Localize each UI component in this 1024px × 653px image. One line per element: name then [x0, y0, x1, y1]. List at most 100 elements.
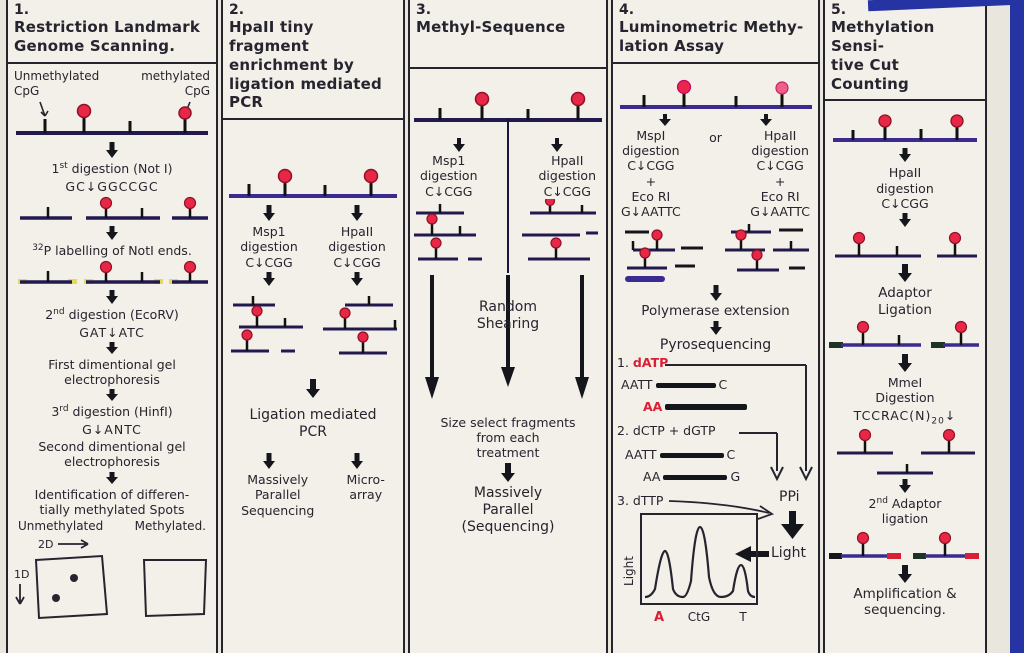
methylated-cpg-label: methylated CpG [141, 68, 210, 98]
methylated-cpg-icon [339, 307, 351, 329]
methylated-cpg-icon [856, 531, 870, 556]
extension-row: AA G [643, 468, 741, 484]
methylated-cpg-icon [76, 103, 92, 134]
column-title: Methyl-Sequence [416, 18, 566, 37]
pyrogram-chart: Light A CtG T [622, 512, 758, 625]
methylated-cpg-icon [474, 91, 490, 121]
down-arrow-icon [15, 583, 25, 605]
fragment-clusters [414, 198, 598, 261]
adaptor-ligated-fragments [829, 320, 979, 349]
column-title: HpaII tiny fragment enrichment by ligati… [229, 18, 382, 112]
down-arrow-icon [351, 271, 363, 286]
column-number: 2. [229, 2, 245, 18]
methylated-cpg-icon [938, 531, 952, 556]
methylated-cpg-icon [277, 168, 293, 197]
methylated-cpg-icon [99, 196, 113, 218]
column-number: 4. [619, 2, 635, 18]
axis-1d-label: 1D [14, 568, 29, 581]
axis-2d-label: 2D [38, 538, 53, 551]
column-title: Methylation Sensi- tive Cut Counting [831, 18, 935, 93]
column-5-body: HpaII digestion C↓CGG Adaptor Ligation [825, 101, 985, 653]
methylated-cpg-icon [426, 213, 438, 235]
down-arrow-icon [898, 264, 912, 283]
methylated-gel-box [142, 558, 208, 617]
down-arrow-icon [709, 285, 722, 302]
adaptor-end [931, 342, 945, 349]
methylated-cpg-icon [363, 168, 379, 197]
down-arrow-icon [106, 142, 118, 159]
sequencing-outcome: Massively Parallel Sequencing [241, 472, 315, 518]
methylated-cpg-icon [183, 261, 197, 283]
methylated-cpg-icon [178, 106, 192, 134]
connector-lines [665, 363, 813, 562]
methylated-cpg-icon [544, 198, 556, 213]
column-title: Restriction Landmark Genome Scanning. [14, 18, 200, 56]
recognition-site: GAT↓ATC [79, 324, 145, 340]
size-select-step: Size select fragments from each treatmen… [440, 414, 576, 461]
extension-row: AA [643, 399, 750, 414]
labelling-step: 32P labelling of NotI ends. [32, 242, 192, 258]
adaptor-ligation-step: Adaptor Ligation [878, 285, 932, 318]
mspi-ecori-branch-label: MspI digestion C↓CGG + Eco RI G↓AATTC [621, 127, 681, 220]
down-arrow-icon [899, 213, 911, 228]
chart-xlabel-t: T [738, 610, 747, 624]
column-number: 1. [14, 2, 30, 18]
methylated-cpg-icon [99, 261, 113, 283]
hpaii-digestion-step: HpaII digestion C↓CGG [876, 165, 934, 211]
right-arrow-icon [757, 505, 774, 520]
amplification-step: Amplification & sequencing. [853, 585, 957, 619]
down-arrow-icon [106, 389, 118, 402]
dna-strand-bar [665, 404, 748, 411]
column-title: Luminometric Methy- lation Assay [619, 18, 804, 56]
genomic-dna-map [619, 79, 812, 109]
unmethylated-gel-box [34, 554, 109, 619]
column-2-htf-pcr: 2. HpaII tiny fragment enrichment by lig… [221, 0, 405, 653]
digestion-step-1: 1st digestion (Not I) [51, 161, 173, 177]
msp1-branch-label: Msp1 digestion C↓CGG [240, 224, 298, 270]
red-adaptor-end [965, 552, 979, 559]
polymerase-extension-step: Polymerase extension [641, 303, 790, 320]
or-label: or [709, 129, 722, 145]
column-number: 3. [416, 2, 432, 18]
dctp-dgtp-step: 2. dCTP + dGTP [617, 422, 716, 438]
down-arrow-icon [106, 225, 118, 240]
long-down-arrow-icon [425, 274, 439, 399]
pointer-arrow-icon [39, 101, 49, 117]
down-arrow-icon [898, 564, 912, 583]
methylated-cpg-icon [570, 91, 586, 121]
mmei-fragments [837, 429, 975, 455]
methylated-cpg-icon [858, 429, 872, 454]
mmei-site: TCCRAC(N)20↓ [853, 407, 957, 427]
column-4-body: MspI digestion C↓CGG + Eco RI G↓AATTC or… [613, 64, 818, 653]
down-arrow-icon [659, 113, 672, 126]
left-arrow-icon [735, 545, 751, 562]
adaptor-end [829, 552, 842, 559]
methylated-cpg-icon [638, 247, 651, 269]
down-arrow-icon [899, 148, 911, 163]
gel-band-mark [624, 276, 665, 283]
methylated-cpg-icon [878, 114, 892, 141]
down-arrow-icon [899, 479, 911, 494]
mmei-digestion-step: MmeI Digestion [875, 375, 935, 406]
notebook-edge-band [1010, 0, 1024, 653]
down-arrow-icon [799, 466, 813, 482]
dna-strand-bar [663, 474, 728, 480]
genomic-dna-map [16, 101, 208, 136]
methylated-cpg-icon [251, 305, 263, 327]
chart-ylabel: Light [622, 556, 636, 586]
recognition-site: GC↓GGCCGC [65, 178, 159, 194]
template-row: AATT C [621, 376, 728, 392]
msp1-fragment-cluster [231, 295, 303, 353]
hpaii-branch-label: HpaII digestion C↓CGG [328, 224, 386, 270]
double-adaptor-fragments [829, 531, 979, 559]
hpaii-fragment-cluster [323, 295, 397, 355]
down-arrow-icon [709, 320, 722, 335]
right-arrow-icon [58, 538, 89, 549]
down-arrow-icon [263, 205, 275, 222]
methylated-cpg-icon [954, 320, 968, 346]
methylated-cpg-icon [676, 79, 691, 107]
column-1-body: Unmethylated CpG methylated CpG 1st dige… [8, 64, 216, 653]
first-dimension-step: First dimentional gel electrophoresis [48, 356, 176, 388]
column-number: 5. [831, 2, 847, 18]
